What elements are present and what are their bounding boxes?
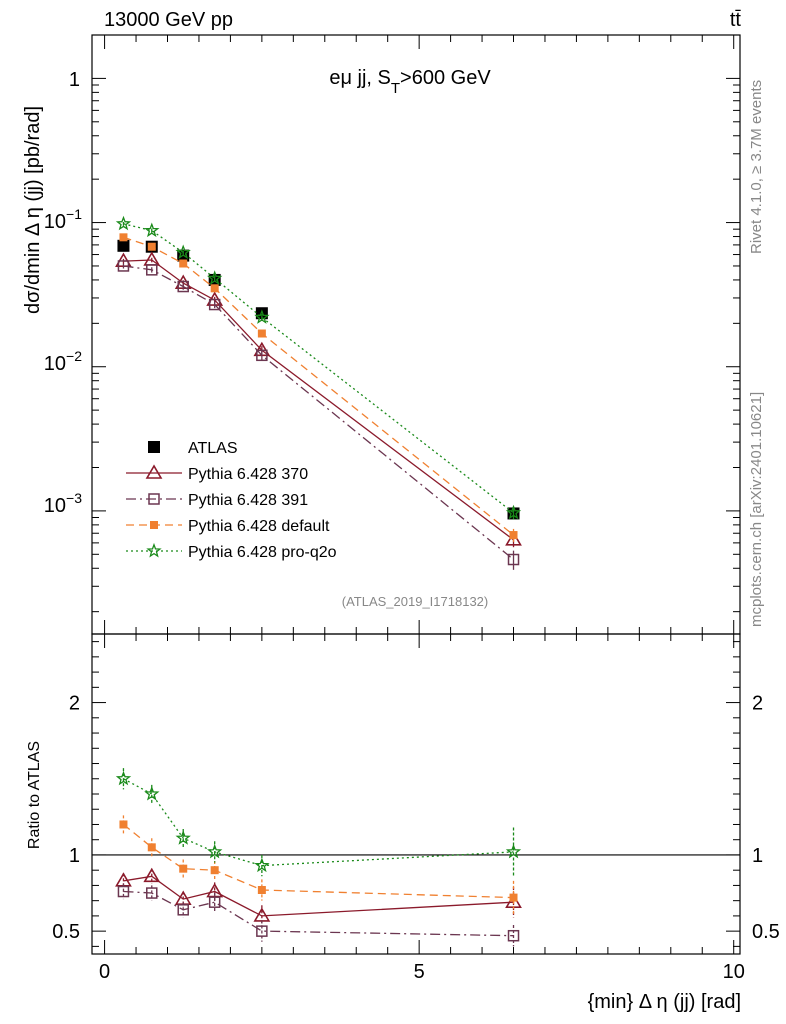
legend-label: Pythia 6.428 default [188, 518, 330, 535]
series-1 [115, 251, 522, 548]
data-point [207, 270, 223, 285]
series-line [123, 265, 514, 561]
series-line [123, 236, 514, 536]
data-point [179, 259, 188, 268]
data-point [117, 239, 130, 252]
data-point [505, 504, 522, 520]
ratio-point [175, 830, 191, 845]
ratio-y-tick-label-right: 0.5 [752, 921, 780, 943]
ratio-point [509, 893, 518, 902]
legend-label: Pythia 6.428 391 [188, 492, 308, 509]
ratio-y-tick-label: 2 [69, 693, 80, 715]
ratio-point [254, 857, 270, 873]
legend-marker [148, 441, 160, 453]
data-point [210, 284, 219, 293]
ratio-point [143, 867, 161, 883]
data-point [256, 349, 268, 362]
ratio-series-1 [117, 883, 520, 947]
ratio-line [123, 875, 514, 917]
legend-marker [148, 493, 160, 505]
ratio-point [505, 843, 522, 859]
ratio-point [117, 885, 130, 898]
ratio-plot-frame [91, 633, 741, 955]
ratio-series-2 [119, 815, 518, 915]
x-axis-label: {min} Δ η (jj) [rad] [588, 991, 741, 1013]
main-series-group [115, 215, 522, 570]
ratio-y-tick-label: 1 [69, 845, 80, 867]
main-y-tick-labels: 1 10−1 10−2 10−3 [44, 69, 82, 517]
ratio-y-tick-label: 0.5 [52, 921, 80, 943]
ratio-point [257, 886, 266, 894]
data-point [147, 242, 156, 251]
ratio-point [144, 785, 160, 801]
ratio-axis-ticks [92, 641, 740, 954]
energy-label: 13000 GeV pp [104, 9, 233, 31]
ratio-point [119, 820, 128, 829]
main-y-axis-label: dσ/dmin Δ η (jj) [pb/rad] [22, 106, 44, 314]
data-point [208, 298, 221, 311]
ratio-series-3 [115, 768, 522, 877]
series-2 [117, 260, 520, 570]
legend: ATLAS Pythia 6.428 370 Pythia 6.428 391 Pyt… [126, 440, 337, 561]
data-point [146, 264, 158, 276]
legend-marker [150, 521, 158, 529]
series-3 [119, 233, 518, 542]
legend-label: Pythia 6.428 370 [188, 466, 308, 483]
ratio-line [123, 823, 514, 899]
ratio-point [179, 864, 188, 873]
ratio-point [147, 843, 156, 852]
plot-title: eμ jj, ST>600 GeV [329, 67, 491, 97]
ratio-point [146, 887, 158, 899]
series-line [123, 259, 514, 541]
watermark-site: mcplots.cern.ch [arXiv:2401.10621] [748, 392, 765, 627]
legend-label: ATLAS [188, 440, 238, 457]
y-tick-label-1e-2: 10−2 [44, 348, 82, 375]
data-point [507, 553, 520, 566]
y-tick-label-1e-3: 10−3 [44, 490, 82, 517]
ratio-point [207, 843, 223, 859]
legend-label: Pythia 6.428 pro-q2o [188, 544, 337, 561]
ratio-point [256, 925, 268, 937]
ratio-y-tick-label-right: 2 [752, 693, 763, 715]
ratio-series-0 [115, 867, 522, 927]
ratio-point [507, 929, 520, 942]
data-point [257, 329, 266, 338]
x-tick-label: 10 [723, 961, 745, 983]
data-point [144, 222, 160, 238]
data-point [115, 215, 132, 231]
analysis-id: (ATLAS_2019_I1718132) [342, 594, 488, 609]
data-point [254, 309, 270, 324]
watermark-version: Rivet 4.1.0, ≥ 3.7M events [748, 80, 765, 254]
data-point [119, 233, 128, 242]
x-tick-labels: 0 5 10 [99, 961, 745, 983]
legend-marker [146, 542, 162, 558]
series-4 [115, 215, 522, 520]
data-point [177, 280, 189, 293]
data-point [175, 244, 191, 260]
ratio-point [210, 866, 219, 875]
ratio-point [115, 770, 132, 786]
ratio-tick-labels: 0.5 0.5 1 1 2 2 [52, 693, 780, 944]
legend-marker [145, 464, 163, 479]
ratio-y-axis-label: Ratio to ATLAS [26, 741, 43, 849]
ratio-point [208, 896, 221, 908]
process-label: tt̄ [730, 9, 742, 31]
ratio-series-group [115, 768, 522, 947]
ratio-line [123, 778, 514, 867]
main-axis-ticks [92, 34, 740, 648]
data-point [255, 307, 268, 320]
x-tick-label: 0 [99, 961, 110, 983]
data-point [117, 260, 130, 272]
ratio-y-tick-label-right: 1 [752, 845, 763, 867]
ratio-point [177, 904, 189, 916]
x-tick-label: 5 [414, 961, 425, 983]
y-tick-label-1: 1 [69, 69, 80, 91]
data-point [509, 531, 518, 540]
y-tick-label-1e-1: 10−1 [44, 206, 82, 233]
